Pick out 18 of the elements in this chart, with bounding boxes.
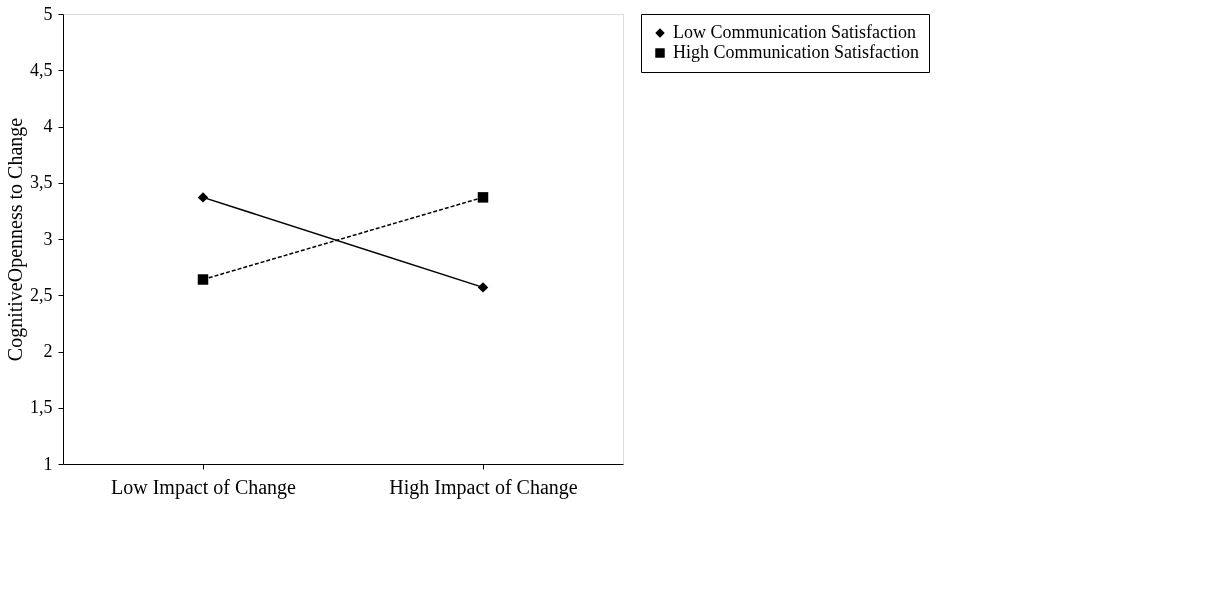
y-tick-label: 4 bbox=[43, 116, 53, 136]
point bbox=[197, 274, 209, 285]
y-tick-label: 5 bbox=[43, 3, 53, 24]
point bbox=[197, 192, 209, 203]
point bbox=[477, 282, 489, 293]
y-tick-label: 2 bbox=[43, 341, 53, 361]
point bbox=[477, 192, 489, 203]
y-tick-label: 4,5 bbox=[30, 59, 53, 80]
x-tick-label: Low Impact of Change bbox=[111, 475, 297, 499]
y-axis-title: CognitiveOpenness to Change bbox=[4, 117, 27, 362]
legend-label: High Communication Satisfaction bbox=[673, 42, 919, 62]
y-tick-label: 1,5 bbox=[30, 397, 53, 418]
legend-label: Low Communication Satisfaction bbox=[673, 22, 916, 42]
y-tick-label: 2,5 bbox=[30, 284, 53, 305]
x-tick-label: High Impact of Change bbox=[389, 475, 578, 499]
y-tick-label: 1 bbox=[43, 453, 53, 474]
y-tick-label: 3 bbox=[43, 228, 53, 249]
y-tick-label: 3,5 bbox=[30, 172, 53, 193]
